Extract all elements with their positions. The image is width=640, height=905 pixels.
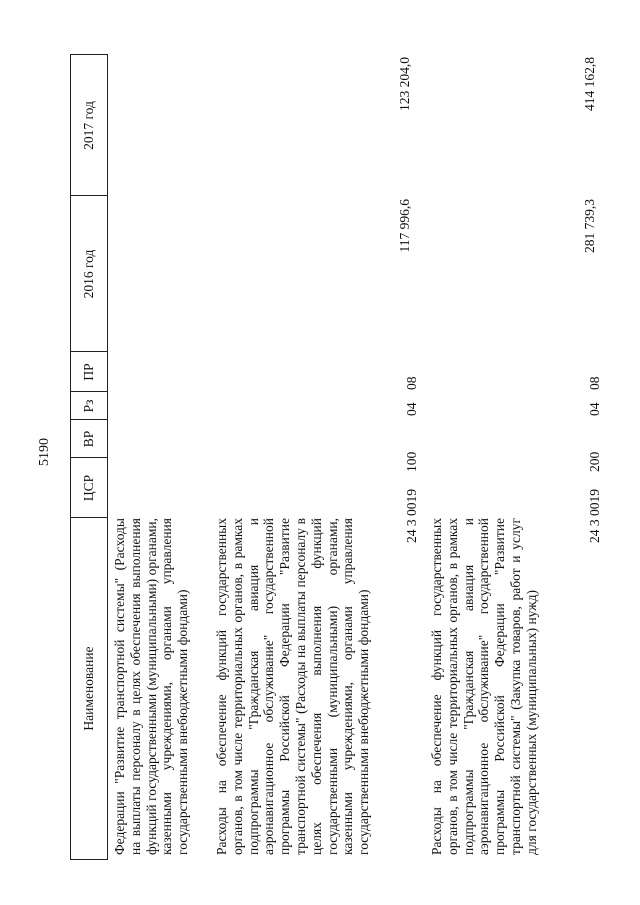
row-csr: 24 3 0019 xyxy=(404,489,419,543)
row-2016: 117 996,6 xyxy=(397,199,412,253)
header-csr: ЦСР xyxy=(70,457,108,518)
row-name: Расходы на обеспечение функций государст… xyxy=(429,518,539,855)
row-rz: 04 xyxy=(587,402,602,417)
header-2016: 2016 год xyxy=(70,195,108,352)
row-pr: 08 xyxy=(587,376,602,391)
header-name: Наименование xyxy=(70,517,108,860)
row-csr: 24 3 0019 xyxy=(587,489,602,543)
header-rz: Рз xyxy=(70,391,108,420)
header-vr: ВР xyxy=(70,419,108,458)
header-2017: 2017 год xyxy=(70,54,108,196)
header-pr: ПР xyxy=(70,351,108,392)
row-pr: 08 xyxy=(404,376,419,391)
row-2017: 414 162,8 xyxy=(582,57,597,111)
row-name: Расходы на обеспечение функций государст… xyxy=(214,518,372,855)
row-name: Федерации "Развитие транспортной системы… xyxy=(112,518,191,855)
row-2017: 123 204,0 xyxy=(397,57,412,111)
page-number: 5190 xyxy=(37,438,52,466)
row-2016: 281 739,3 xyxy=(582,199,597,253)
row-vr: 200 xyxy=(587,451,602,472)
row-rz: 04 xyxy=(404,402,419,417)
row-vr: 100 xyxy=(404,451,419,472)
